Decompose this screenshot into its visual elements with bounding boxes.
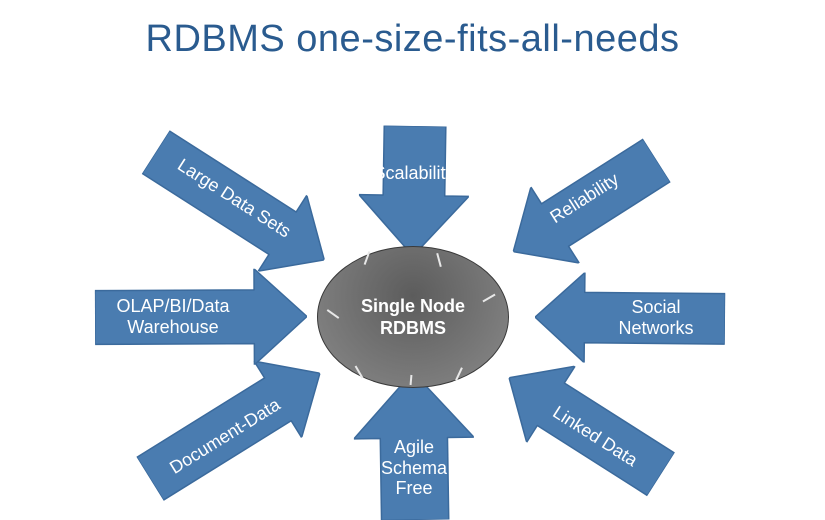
arrow-linked: Linked Data — [495, 381, 675, 471]
crack-decoration — [436, 253, 442, 267]
center-node-line2: RDBMS — [380, 318, 446, 338]
diagram-canvas: Single Node RDBMS Scalability Reliability… — [0, 61, 825, 501]
arrow-document: Document-Data — [135, 381, 335, 471]
arrow-label-agile: AgileSchemaFree — [377, 437, 451, 499]
arrow-olap: OLAP/BI/DataWarehouse — [95, 269, 307, 365]
crack-decoration — [482, 294, 495, 303]
arrow-label-olap: OLAP/BI/DataWarehouse — [112, 296, 233, 337]
crack-decoration — [410, 375, 413, 385]
center-node-label: Single Node RDBMS — [361, 295, 465, 340]
arrow-agile: AgileSchemaFree — [340, 386, 488, 506]
arrow-label-scalability: Scalability — [369, 163, 458, 184]
arrow-social: SocialNetworks — [535, 273, 725, 363]
page-title: RDBMS one-size-fits-all-needs — [0, 18, 825, 61]
arrow-shape-icon — [358, 125, 470, 257]
arrow-scalability: Scalability — [349, 136, 479, 246]
arrow-reliability: Reliability — [500, 161, 670, 251]
center-node-line1: Single Node — [361, 296, 465, 316]
center-node: Single Node RDBMS — [317, 246, 509, 388]
crack-decoration — [327, 309, 340, 319]
arrow-largedata: Large Data Sets — [140, 161, 340, 251]
arrow-label-social: SocialNetworks — [614, 297, 697, 338]
